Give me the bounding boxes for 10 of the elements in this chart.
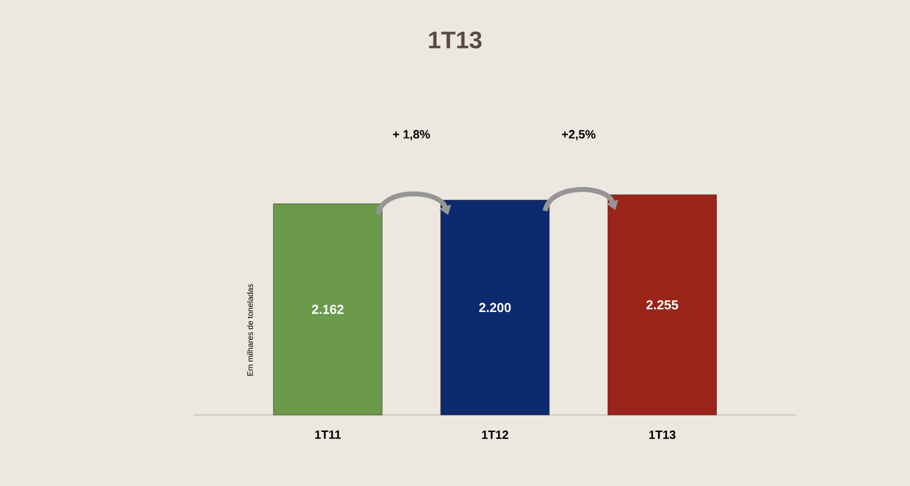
x-tick-label: 1T13 — [649, 430, 676, 440]
data-label: 2.162 — [312, 304, 344, 314]
x-tick-label: 1T11 — [315, 430, 341, 439]
text: + 1,8% — [393, 130, 430, 140]
text: +2,5% — [562, 130, 596, 140]
data-label: 2.255 — [646, 300, 678, 310]
data-label: 2.200 — [479, 302, 511, 312]
chart-title: 1T13 — [429, 31, 482, 48]
x-tick-label: 1T12 — [482, 430, 508, 439]
y-axis-title: Em milhares de toneladas — [247, 284, 253, 376]
